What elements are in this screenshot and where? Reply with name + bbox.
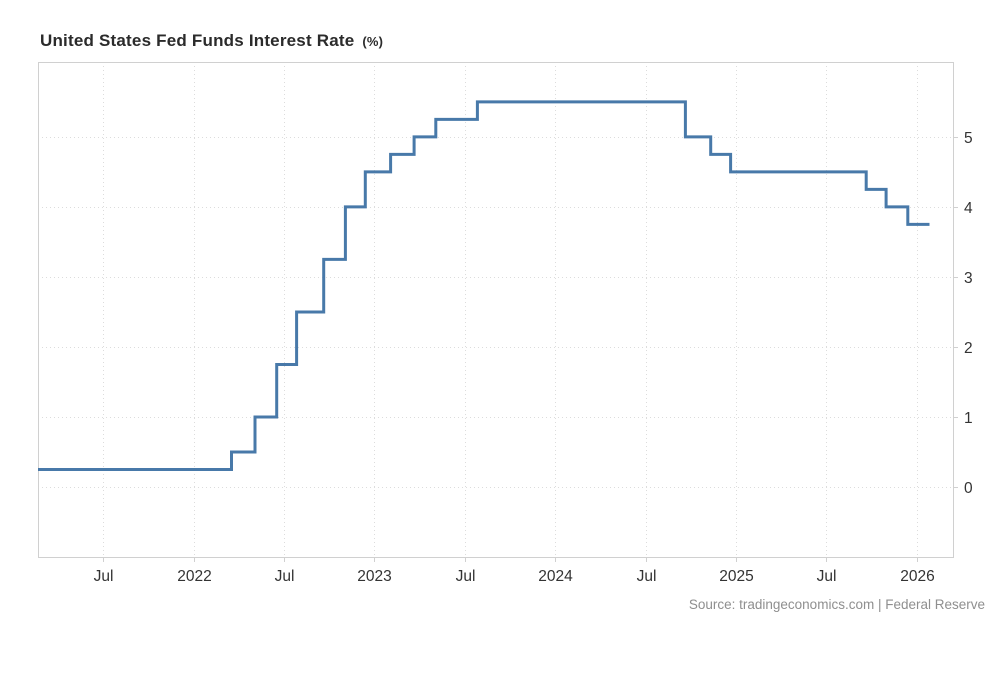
x-tick-label: 2023: [357, 568, 391, 585]
x-tick-label: 2024: [538, 568, 573, 585]
x-tick-label: 2025: [719, 568, 753, 585]
x-tick-label: 2026: [900, 568, 934, 585]
y-tick-label: 3: [964, 270, 973, 287]
chart-title-text: United States Fed Funds Interest Rate: [40, 31, 355, 50]
source-text: Source: tradingeconomics.com | Federal R…: [688, 597, 985, 612]
x-tick-label: Jul: [275, 568, 295, 585]
chart-title: United States Fed Funds Interest Rate (%…: [40, 31, 383, 51]
y-tick-label: 1: [964, 410, 973, 427]
y-tick-label: 2: [964, 340, 973, 357]
x-tick-label: Jul: [817, 568, 837, 585]
y-tick-label: 0: [964, 480, 973, 497]
x-tick-label: Jul: [94, 568, 114, 585]
x-tick-label: Jul: [456, 568, 476, 585]
x-tick-label: 2022: [177, 568, 211, 585]
plot-border: [38, 62, 954, 558]
series-line: [38, 100, 930, 471]
x-tick-label: Jul: [637, 568, 657, 585]
y-tick-label: 4: [964, 200, 973, 217]
chart-title-unit: (%): [362, 34, 384, 49]
y-tick-label: 5: [964, 130, 973, 147]
